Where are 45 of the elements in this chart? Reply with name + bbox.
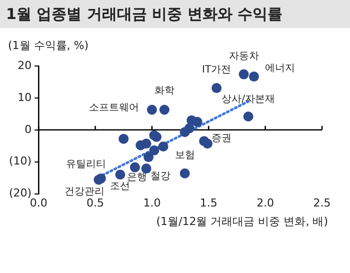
annotation: IT가전 xyxy=(202,64,232,76)
point xyxy=(180,127,190,138)
point xyxy=(158,142,168,152)
y-tick-label: (20) xyxy=(8,186,32,200)
annotation: 증권 xyxy=(212,133,232,144)
annotation: 상사/자본재 xyxy=(222,94,275,106)
point xyxy=(146,104,157,115)
point xyxy=(248,72,259,82)
annotation: 자동차 xyxy=(228,50,259,62)
chart-title: 1월 업종별 거래대금 비중 변화와 수익률 xyxy=(0,0,350,28)
x-tick-label: 1.0 xyxy=(143,196,161,210)
point xyxy=(202,138,212,149)
annotation: 화학 xyxy=(154,85,174,96)
point xyxy=(115,170,126,180)
point xyxy=(159,104,170,115)
x-tick-label: 2.0 xyxy=(256,196,274,210)
annotation: 소프트웨어 xyxy=(88,102,139,114)
x-tick-label: 0.5 xyxy=(86,196,104,210)
x-tick-label: 2.5 xyxy=(313,196,331,210)
annotation: 유틸리티 xyxy=(66,159,106,170)
y-axis-title: (1월 수익률, %) xyxy=(8,38,89,53)
point xyxy=(180,168,190,178)
point xyxy=(144,152,154,162)
point xyxy=(141,164,152,174)
x-tick-label: 0.0 xyxy=(30,196,48,210)
x-tick-label: 1.5 xyxy=(200,196,218,210)
point xyxy=(212,83,222,94)
y-tick-label: (10) xyxy=(8,154,32,168)
point xyxy=(118,134,129,144)
point xyxy=(141,138,152,149)
annotation: 조선 xyxy=(110,181,130,192)
point xyxy=(130,162,140,172)
y-tick-label: 20 xyxy=(18,58,32,72)
point xyxy=(192,116,202,127)
point xyxy=(149,145,160,156)
x-axis-title: (1월/12월 거래대금 비중 변화, 배) xyxy=(156,214,328,229)
y-tick-label: 0 xyxy=(24,122,32,136)
point xyxy=(243,111,254,122)
annotation: 건강관리 xyxy=(64,186,105,198)
point xyxy=(238,69,249,80)
annotation: 철강 xyxy=(150,171,170,182)
annotation: 보험 xyxy=(174,150,195,161)
annotation: 에너지 xyxy=(264,63,295,74)
y-tick-label: 10 xyxy=(18,90,32,104)
annotation: 은행 xyxy=(126,172,147,183)
